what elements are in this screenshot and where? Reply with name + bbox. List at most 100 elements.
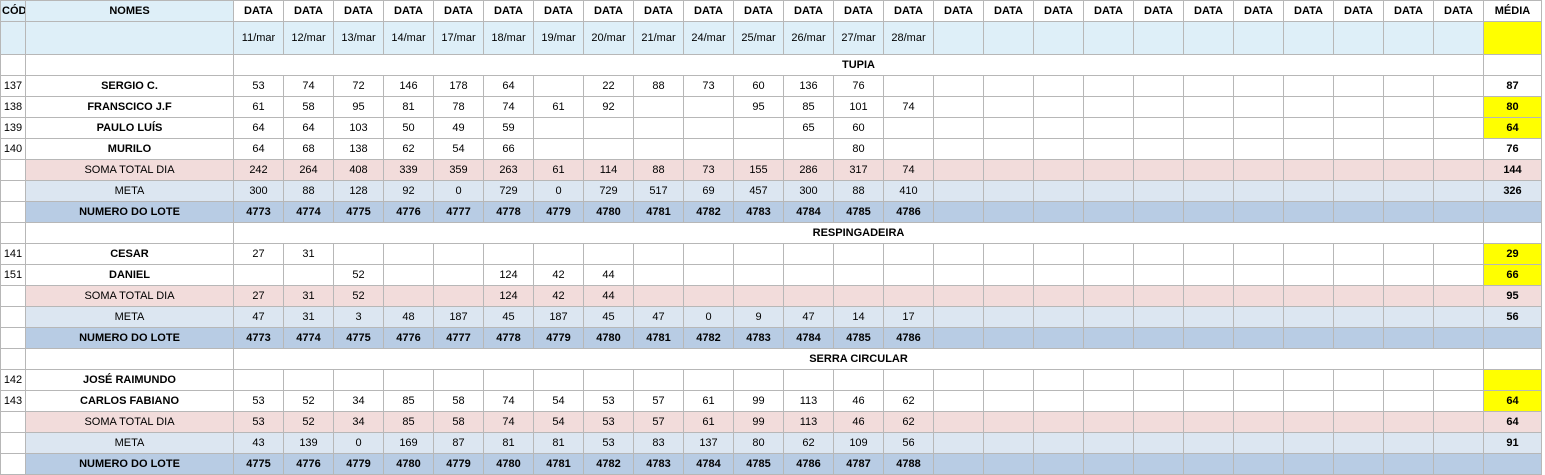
date-cell[interactable] — [983, 21, 1034, 55]
value-cell[interactable] — [1283, 453, 1334, 475]
data-header[interactable]: DATA — [783, 0, 834, 22]
value-cell[interactable] — [983, 243, 1034, 265]
value-cell[interactable] — [683, 117, 734, 139]
value-cell[interactable]: 4785 — [833, 201, 884, 223]
value-cell[interactable] — [1383, 138, 1434, 160]
data-header[interactable]: DATA — [1333, 0, 1384, 22]
lote-label[interactable]: NUMERO DO LOTE — [25, 201, 234, 223]
value-cell[interactable]: 155 — [733, 159, 784, 181]
value-cell[interactable]: 61 — [683, 411, 734, 433]
value-cell[interactable] — [1033, 159, 1084, 181]
value-cell[interactable]: 64 — [483, 75, 534, 97]
value-cell[interactable] — [1133, 369, 1184, 391]
value-cell[interactable] — [483, 243, 534, 265]
person-name[interactable]: JOSÉ RAIMUNDO — [25, 369, 234, 391]
name-blank[interactable] — [25, 348, 234, 370]
value-cell[interactable]: 124 — [483, 285, 534, 307]
cod-cell[interactable]: 141 — [0, 243, 26, 265]
data-header[interactable]: DATA — [1233, 0, 1284, 22]
value-cell[interactable] — [1133, 180, 1184, 202]
date-cell[interactable]: 27/mar — [833, 21, 884, 55]
data-header[interactable]: DATA — [883, 0, 934, 22]
value-cell[interactable] — [1283, 159, 1334, 181]
value-cell[interactable]: 50 — [383, 117, 434, 139]
value-cell[interactable] — [1033, 96, 1084, 118]
value-cell[interactable] — [1433, 327, 1484, 349]
value-cell[interactable] — [983, 159, 1034, 181]
value-cell[interactable] — [833, 369, 884, 391]
value-cell[interactable] — [1333, 180, 1384, 202]
value-cell[interactable] — [1333, 96, 1384, 118]
media-cell[interactable]: 95 — [1483, 285, 1542, 307]
value-cell[interactable]: 74 — [483, 411, 534, 433]
value-cell[interactable] — [983, 369, 1034, 391]
value-cell[interactable] — [1283, 75, 1334, 97]
value-cell[interactable]: 4787 — [833, 453, 884, 475]
value-cell[interactable]: 4779 — [533, 327, 584, 349]
value-cell[interactable]: 53 — [233, 390, 284, 412]
data-header[interactable]: DATA — [533, 0, 584, 22]
date-cell[interactable] — [1033, 21, 1084, 55]
value-cell[interactable]: 4784 — [683, 453, 734, 475]
value-cell[interactable] — [1433, 264, 1484, 286]
value-cell[interactable] — [1333, 117, 1384, 139]
value-cell[interactable] — [1083, 306, 1134, 328]
value-cell[interactable]: 74 — [283, 75, 334, 97]
person-name[interactable]: FRANSCICO J.F — [25, 96, 234, 118]
data-header[interactable]: DATA — [833, 0, 884, 22]
value-cell[interactable] — [1183, 159, 1234, 181]
person-name[interactable]: DANIEL — [25, 264, 234, 286]
value-cell[interactable] — [683, 138, 734, 160]
value-cell[interactable] — [1283, 327, 1334, 349]
value-cell[interactable] — [1033, 117, 1084, 139]
value-cell[interactable] — [883, 369, 934, 391]
value-cell[interactable]: 264 — [283, 159, 334, 181]
value-cell[interactable] — [1333, 411, 1384, 433]
media-cell[interactable] — [1483, 327, 1542, 349]
value-cell[interactable] — [833, 285, 884, 307]
value-cell[interactable] — [1333, 75, 1384, 97]
nomes-blank[interactable] — [25, 21, 234, 55]
value-cell[interactable]: 34 — [333, 390, 384, 412]
value-cell[interactable]: 187 — [433, 306, 484, 328]
value-cell[interactable] — [1083, 327, 1134, 349]
value-cell[interactable] — [1433, 369, 1484, 391]
value-cell[interactable]: 60 — [733, 75, 784, 97]
value-cell[interactable]: 53 — [583, 390, 634, 412]
section-title[interactable]: RESPINGADEIRA — [233, 222, 1484, 244]
data-header[interactable]: DATA — [683, 0, 734, 22]
value-cell[interactable] — [1383, 243, 1434, 265]
value-cell[interactable]: 88 — [633, 159, 684, 181]
value-cell[interactable]: 4782 — [683, 201, 734, 223]
value-cell[interactable]: 53 — [233, 75, 284, 97]
value-cell[interactable] — [983, 201, 1034, 223]
value-cell[interactable] — [1083, 159, 1134, 181]
value-cell[interactable]: 31 — [283, 306, 334, 328]
value-cell[interactable] — [1283, 369, 1334, 391]
cod-blank[interactable] — [0, 201, 26, 223]
value-cell[interactable] — [1333, 243, 1384, 265]
value-cell[interactable]: 14 — [833, 306, 884, 328]
value-cell[interactable] — [1383, 96, 1434, 118]
value-cell[interactable] — [1433, 390, 1484, 412]
value-cell[interactable] — [933, 96, 984, 118]
value-cell[interactable] — [1183, 390, 1234, 412]
value-cell[interactable]: 62 — [383, 138, 434, 160]
value-cell[interactable]: 47 — [233, 306, 284, 328]
value-cell[interactable]: 46 — [833, 411, 884, 433]
value-cell[interactable]: 187 — [533, 306, 584, 328]
value-cell[interactable]: 4785 — [733, 453, 784, 475]
value-cell[interactable]: 410 — [883, 180, 934, 202]
value-cell[interactable]: 92 — [583, 96, 634, 118]
value-cell[interactable]: 57 — [633, 411, 684, 433]
value-cell[interactable] — [1133, 201, 1184, 223]
value-cell[interactable] — [933, 117, 984, 139]
value-cell[interactable]: 78 — [433, 96, 484, 118]
soma-label[interactable]: SOMA TOTAL DIA — [25, 285, 234, 307]
value-cell[interactable] — [983, 306, 1034, 328]
value-cell[interactable]: 52 — [333, 285, 384, 307]
cod-blank[interactable] — [0, 54, 26, 76]
media-cell[interactable]: 64 — [1483, 390, 1542, 412]
value-cell[interactable] — [1433, 117, 1484, 139]
date-cell[interactable] — [1083, 21, 1134, 55]
